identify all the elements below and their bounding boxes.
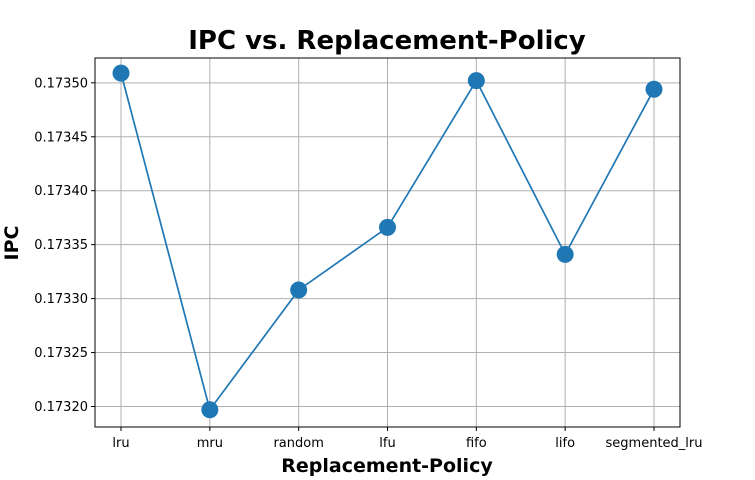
- y-axis-label: IPC: [1, 226, 23, 261]
- grid-lines: [95, 58, 680, 427]
- data-point-lru: [112, 64, 130, 82]
- y-tick-label: 0.17345: [34, 130, 88, 145]
- y-tick-label: 0.17320: [34, 400, 88, 415]
- data-point-segmented_lru: [645, 80, 663, 98]
- y-tick-label: 0.17325: [34, 346, 88, 361]
- x-tick-label-fifo: fifo: [466, 436, 487, 451]
- x-tick-label-segmented_lru: segmented_lru: [606, 436, 703, 451]
- data-point-random: [290, 281, 308, 299]
- chart-title: IPC vs. Replacement-Policy: [188, 26, 586, 56]
- data-point-lfu: [379, 218, 396, 236]
- x-tick-label-lru: lru: [112, 436, 129, 451]
- axis-ticks: lru mru random lfu fifo lifo segmented_lru 0.17…: [34, 76, 702, 451]
- data-point-fifo: [467, 72, 485, 90]
- y-tick-label: 0.17335: [34, 238, 88, 253]
- x-axis-label: Replacement-Policy: [281, 455, 493, 477]
- x-tick-label-lifo: lifo: [555, 436, 575, 451]
- x-tick-label-mru: mru: [197, 436, 223, 451]
- y-tick-label: 0.17350: [34, 76, 88, 91]
- x-tick-label-random: random: [273, 436, 323, 451]
- y-tick-label: 0.17330: [34, 292, 88, 307]
- y-tick-label: 0.17340: [34, 184, 88, 199]
- data-point-lifo: [556, 245, 574, 263]
- plot-frame: [94, 57, 681, 428]
- data-point-mru: [201, 401, 219, 419]
- data-points: [112, 64, 663, 419]
- x-tick-label-lfu: lfu: [379, 436, 395, 451]
